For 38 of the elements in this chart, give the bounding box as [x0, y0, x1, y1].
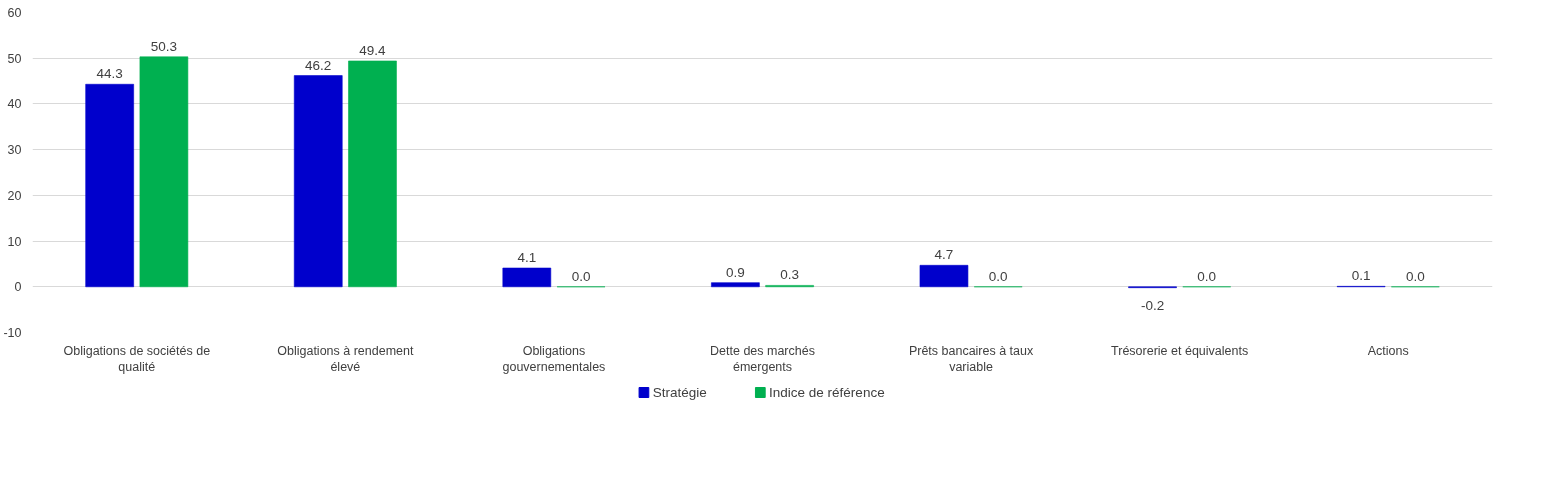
bar	[711, 282, 760, 288]
legend-label: Stratégie	[652, 385, 707, 400]
x-tick-label: Dette des marchés émergents	[710, 343, 815, 375]
x-tick-label: Obligations gouvernementales	[502, 343, 606, 375]
y-tick-label: 10	[7, 234, 22, 249]
data-label: 0.0	[1197, 268, 1217, 284]
data-label: 50.3	[150, 38, 178, 54]
data-label: 0.1	[1351, 268, 1371, 284]
bar	[139, 56, 189, 288]
data-label: 46.2	[305, 57, 332, 73]
data-label: 49.4	[359, 42, 387, 58]
x-tick-label: Actions	[1367, 343, 1409, 358]
y-tick-label: -10	[3, 326, 22, 340]
data-label: 0.9	[726, 264, 745, 280]
data-label: 0.3	[780, 267, 800, 283]
x-tick-label: Obligations de sociétés de qualité	[63, 343, 211, 375]
data-label: 0.0	[1405, 268, 1425, 284]
y-tick-label: 30	[7, 143, 22, 158]
data-label: 0.0	[571, 268, 591, 284]
data-label: 44.3	[96, 66, 123, 82]
x-tick-label: Prêts bancaires à taux variable	[908, 343, 1035, 375]
y-tick-label: 20	[7, 188, 22, 203]
bar	[348, 60, 397, 288]
x-tick-label: Trésorerie et équivalents	[1111, 343, 1249, 358]
y-tick-label: 60	[7, 6, 22, 20]
y-tick-label: 50	[7, 51, 22, 66]
legend-label: Indice de référence	[769, 385, 885, 400]
bar	[502, 267, 552, 288]
data-label: 4.1	[517, 250, 537, 266]
bar	[85, 83, 134, 288]
data-label: 4.7	[934, 247, 954, 263]
y-tick-label: 0	[14, 280, 22, 295]
data-label: 0.0	[988, 268, 1008, 284]
x-tick-label: Obligations à rendement élevé	[277, 343, 414, 375]
data-label: -0.2	[1140, 297, 1165, 313]
y-tick-label: 40	[7, 97, 22, 112]
bar	[293, 75, 343, 288]
bar	[919, 265, 969, 288]
